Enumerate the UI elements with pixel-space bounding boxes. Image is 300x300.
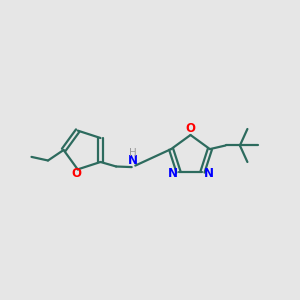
Text: N: N (167, 167, 178, 180)
Text: N: N (203, 167, 214, 180)
Text: O: O (185, 122, 196, 136)
Text: N: N (128, 154, 138, 167)
Text: H: H (129, 148, 137, 158)
Text: O: O (71, 167, 81, 179)
